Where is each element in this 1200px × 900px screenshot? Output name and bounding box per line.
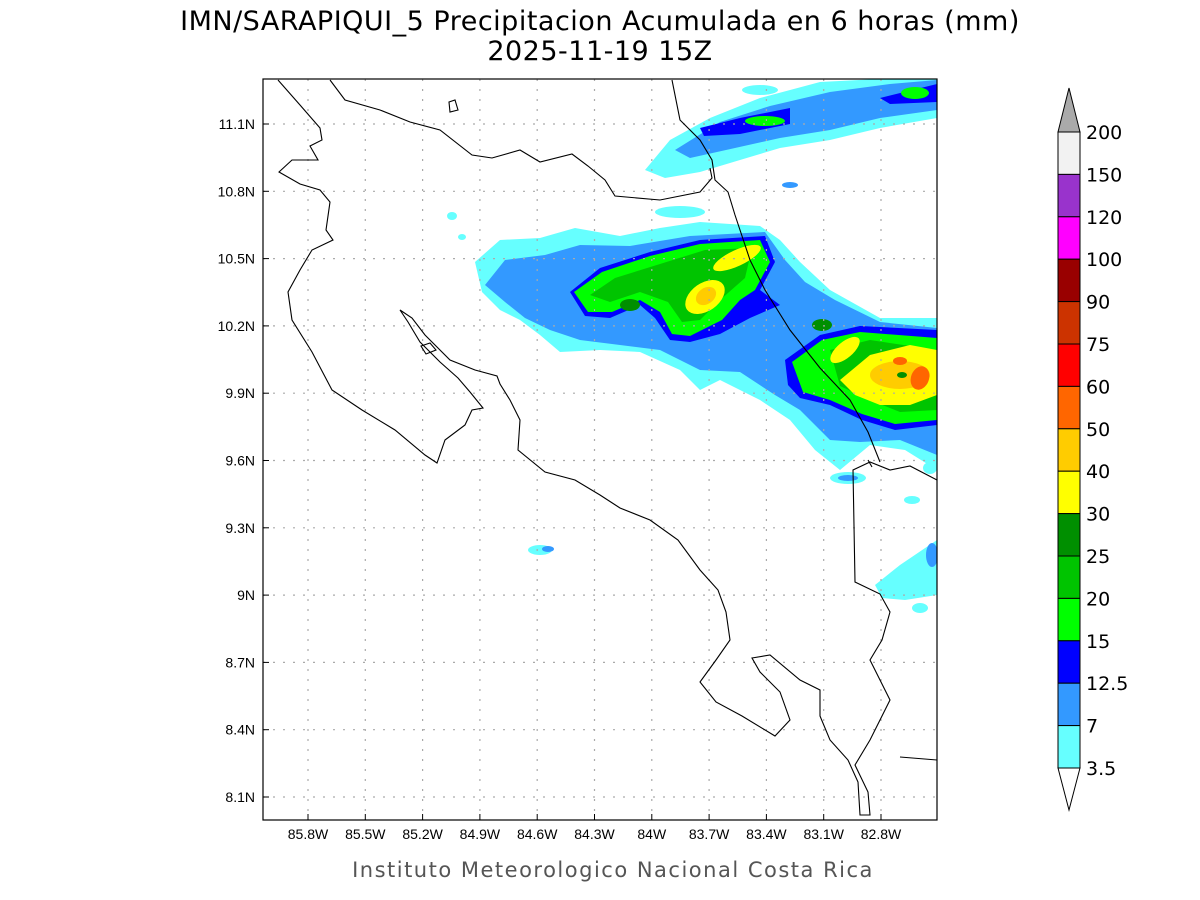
y-tick-label: 9N [237, 587, 255, 603]
colorbar-segment [1057, 343, 1081, 387]
colorbar-label: 20 [1086, 588, 1110, 610]
colorbar-label: 12.5 [1086, 673, 1128, 695]
precip-spot [447, 212, 457, 220]
precip-spot [655, 206, 705, 218]
colorbar-label: 3.5 [1086, 758, 1116, 780]
x-tick-label: 85.8W [288, 826, 329, 842]
precip-spot [458, 234, 466, 240]
colorbar-segment [1057, 131, 1081, 175]
colorbar-segment [1057, 640, 1081, 684]
colorbar-segment [1057, 258, 1081, 303]
footer-credit: Instituto Meteorologico Nacional Costa R… [352, 858, 874, 882]
colorbar-segment [1057, 301, 1081, 345]
colorbar-label: 30 [1086, 504, 1110, 526]
colorbar-segment [1057, 428, 1081, 472]
colorbar-under-triangle [1057, 767, 1081, 812]
precip-core-40 [695, 286, 717, 306]
colorbar-label: 7 [1086, 716, 1098, 738]
precip-spot [782, 182, 798, 188]
x-tick-label: 84.3W [574, 826, 615, 842]
x-tick-label: 83.4W [746, 826, 787, 842]
y-tick-label: 11.1N [219, 116, 255, 132]
colorbar-over-triangle [1057, 87, 1081, 133]
precip-spot [742, 85, 778, 95]
precip-spot [542, 546, 554, 552]
precip-core-30 [830, 336, 860, 364]
colorbar-segment [1057, 470, 1081, 515]
x-tick-label: 82.8W [861, 826, 902, 842]
colorbar-label: 150 [1086, 164, 1122, 186]
y-tick-label: 10.8N [218, 183, 255, 199]
precip-spot [904, 496, 920, 504]
precip-core-25 [897, 372, 907, 378]
colorbar-label: 60 [1086, 376, 1110, 398]
y-tick-label: 9.6N [225, 453, 255, 469]
y-tick-label: 8.1N [225, 789, 255, 805]
title-line-1: IMN/SARAPIQUI_5 Precipitacion Acumulada … [180, 6, 1020, 37]
colorbar-label: 90 [1086, 292, 1110, 314]
graticule [263, 79, 937, 820]
colorbar-label: 100 [1086, 249, 1122, 271]
y-tick-label: 8.4N [225, 722, 255, 738]
precip-north-core-15b [901, 87, 929, 99]
precip-north-band-7 [675, 80, 937, 158]
y-tick-label: 10.5N [218, 251, 255, 267]
plot-frame [262, 78, 938, 821]
island-north [448, 99, 459, 113]
colorbar-label: 120 [1086, 207, 1122, 229]
colorbar-segment [1057, 725, 1081, 769]
colorbar-segment [1057, 513, 1081, 557]
y-tick-label: 9.9N [225, 385, 255, 401]
precip-spot [912, 603, 928, 613]
colorbar-label: 15 [1086, 631, 1110, 653]
colorbar-label: 25 [1086, 546, 1110, 568]
caribbean-coast-border [671, 79, 881, 463]
island-gulf [420, 342, 437, 355]
x-tick-label: 84.6W [517, 826, 558, 842]
x-tick-label: 85.2W [402, 826, 443, 842]
colorbar-segment [1057, 682, 1081, 727]
colorbar-segment [1057, 555, 1081, 599]
colorbar-label: 40 [1086, 461, 1110, 483]
colorbar-label: 75 [1086, 334, 1110, 356]
y-tick-label: 9.3N [225, 520, 255, 536]
pacific-coastline [277, 79, 937, 816]
colorbar-segment [1057, 597, 1081, 642]
precip-core-25 [812, 319, 832, 331]
colorbar-label: 200 [1086, 122, 1122, 144]
colorbar-label: 50 [1086, 419, 1110, 441]
coastlines-and-borders [277, 79, 937, 816]
x-tick-label: 83.7W [689, 826, 730, 842]
title-line-2: 2025-11-19 15Z [487, 36, 712, 67]
colorbar-segment [1057, 385, 1081, 430]
precip-core-50 [893, 357, 907, 365]
x-tick-label: 84.9W [460, 826, 501, 842]
colorbar: 200 150 120 100 90 75 60 50 40 30 25 20 15 12.5 7 3.5 [1057, 87, 1128, 812]
precip-spot [923, 462, 937, 474]
colorbar-segment [1057, 173, 1081, 218]
caribbean-coast-south [867, 459, 937, 761]
x-tick-label: 85.5W [345, 826, 386, 842]
x-tick-label: 83.1W [803, 826, 844, 842]
y-tick-label: 10.2N [218, 318, 255, 334]
precip-main-band-20 [590, 248, 937, 412]
y-tick-label: 8.7N [225, 654, 255, 670]
precip-spot [875, 540, 937, 600]
precip-spot [926, 543, 937, 567]
precip-spot [838, 475, 858, 481]
precip-core-25 [620, 299, 640, 311]
axis-ticks: 85.8W 85.5W 85.2W 84.9W 84.6W 84.3W 84W 83.7W 83… [218, 116, 902, 842]
colorbar-segment [1057, 216, 1081, 260]
x-tick-label: 84W [637, 826, 667, 842]
precip-core-30 [713, 244, 761, 272]
precipitation-field [447, 79, 937, 613]
precip-core-50 [910, 366, 930, 390]
lake-nicaragua-shore [329, 79, 713, 201]
